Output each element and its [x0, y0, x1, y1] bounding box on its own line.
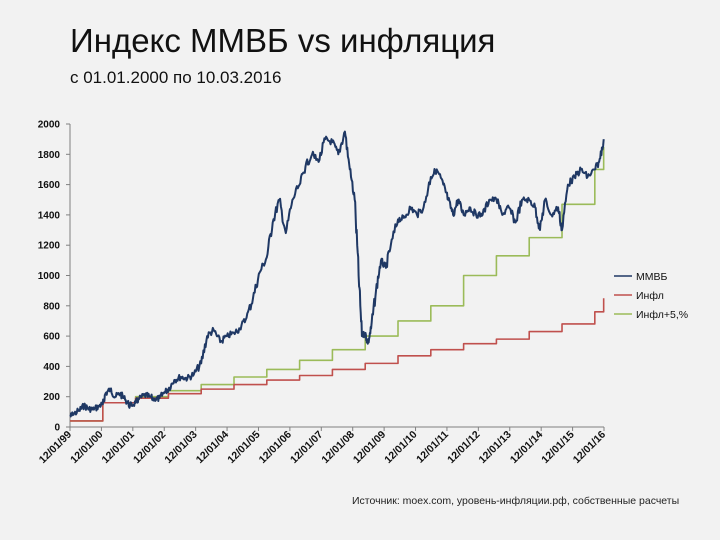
x-axis: 12/01/9912/01/0012/01/0112/01/0212/01/03… [37, 426, 608, 466]
x-tick-label: 12/01/13 [476, 429, 513, 466]
legend-label: Инфл [636, 290, 664, 302]
y-tick-label: 1400 [38, 210, 61, 221]
x-tick-label: 12/01/00 [68, 429, 105, 466]
y-tick-label: 1800 [38, 150, 61, 161]
x-tick-label: 12/01/99 [37, 429, 74, 466]
x-tick-label: 12/01/11 [414, 429, 451, 466]
x-tick-label: 12/01/12 [445, 429, 482, 466]
y-tick-label: 200 [43, 392, 60, 403]
x-tick-label: 12/01/04 [194, 429, 231, 466]
y-tick-label: 1000 [38, 271, 61, 282]
legend-label: ММВБ [636, 271, 667, 283]
x-tick-label: 12/01/09 [351, 429, 388, 466]
x-tick-label: 12/01/05 [225, 429, 262, 466]
chart-title: Индекс ММВБ vs инфляция [70, 22, 496, 59]
y-tick-label: 1600 [38, 180, 61, 191]
series-layer [69, 130, 605, 422]
legend: ММВБ Инфл Инфл+5,% [614, 271, 688, 321]
legend-label: Инфл+5,% [636, 309, 688, 321]
y-tick-label: 400 [43, 362, 60, 373]
chart-subtitle: с 01.01.2000 по 10.03.2016 [70, 68, 282, 87]
x-tick-label: 12/01/08 [319, 429, 356, 466]
series-line-infl5 [70, 146, 605, 422]
series-line-mmvb [69, 130, 605, 418]
y-axis: 0 200 400 600 800 1000 1200 1400 1600 1800 2000 [38, 120, 71, 434]
x-tick-label: 12/01/14 [508, 429, 545, 466]
y-tick-label: 800 [43, 301, 60, 312]
x-tick-label: 12/01/06 [257, 429, 294, 466]
series-line-infl [70, 298, 605, 422]
y-tick-label: 2000 [38, 120, 61, 131]
x-tick-label: 12/01/07 [288, 429, 325, 466]
y-tick-label: 0 [54, 423, 60, 434]
x-tick-label: 12/01/15 [539, 429, 576, 466]
x-tick-label: 12/01/01 [100, 429, 137, 466]
x-tick-label: 12/01/03 [162, 429, 199, 466]
x-tick-label: 12/01/16 [571, 429, 608, 466]
source-note: Источник: moex.com, уровень-инфляции.рф,… [352, 495, 680, 507]
x-tick-label: 12/01/02 [131, 429, 168, 466]
y-tick-label: 600 [43, 332, 60, 343]
y-tick-label: 1200 [38, 241, 61, 252]
x-tick-label: 12/01/10 [382, 429, 419, 466]
